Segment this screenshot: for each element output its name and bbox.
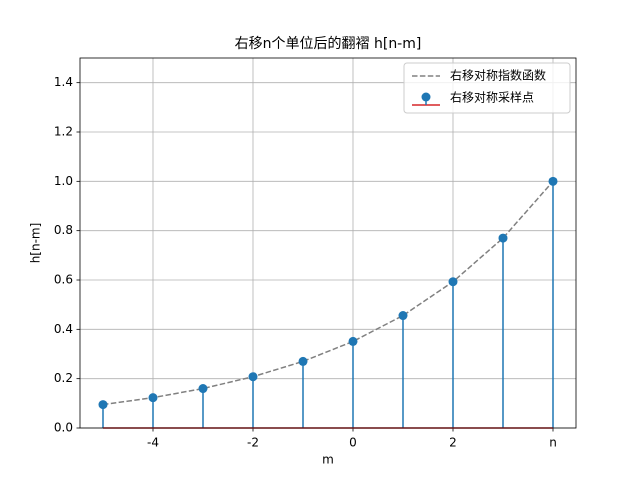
y-tick-label: 1.4 xyxy=(54,75,73,89)
y-tick-label: 0.8 xyxy=(54,223,73,237)
y-axis-label: h[n-m] xyxy=(29,223,43,264)
stem-marker xyxy=(448,277,458,287)
dashed-curve xyxy=(102,180,554,406)
y-tick-label: 0.0 xyxy=(54,421,73,435)
stem-marker xyxy=(348,336,358,346)
y-tick-label: 1.0 xyxy=(54,174,73,188)
stem-marker xyxy=(148,393,158,403)
x-tick-label: n xyxy=(549,436,557,450)
x-tick-label: -4 xyxy=(147,436,159,450)
stem-marker xyxy=(298,356,308,366)
y-tick-label: 0.6 xyxy=(54,273,73,287)
x-tick-label: 2 xyxy=(449,436,457,450)
stem-marker xyxy=(548,176,558,186)
x-tick-label: -2 xyxy=(247,436,259,450)
y-tick-label: 1.2 xyxy=(54,125,73,139)
stem-marker xyxy=(498,233,508,243)
legend-label: 右移对称指数函数 xyxy=(450,68,546,83)
legend-box xyxy=(403,62,571,114)
chart-title: 右移n个单位后的翻褶 h[n-m] xyxy=(235,36,422,52)
x-tick-label: 0 xyxy=(349,436,357,450)
y-tick-label: 0.2 xyxy=(54,371,73,385)
y-tick-label: 0.4 xyxy=(54,322,73,336)
legend-swatch xyxy=(421,92,431,102)
legend-label: 右移对称采样点 xyxy=(450,90,534,105)
stem-marker xyxy=(98,400,108,410)
stem-marker xyxy=(198,384,208,394)
stem-marker xyxy=(398,311,408,321)
axes-frame xyxy=(79,57,577,429)
stem-marker xyxy=(248,372,258,382)
x-axis-label: m xyxy=(322,453,334,467)
